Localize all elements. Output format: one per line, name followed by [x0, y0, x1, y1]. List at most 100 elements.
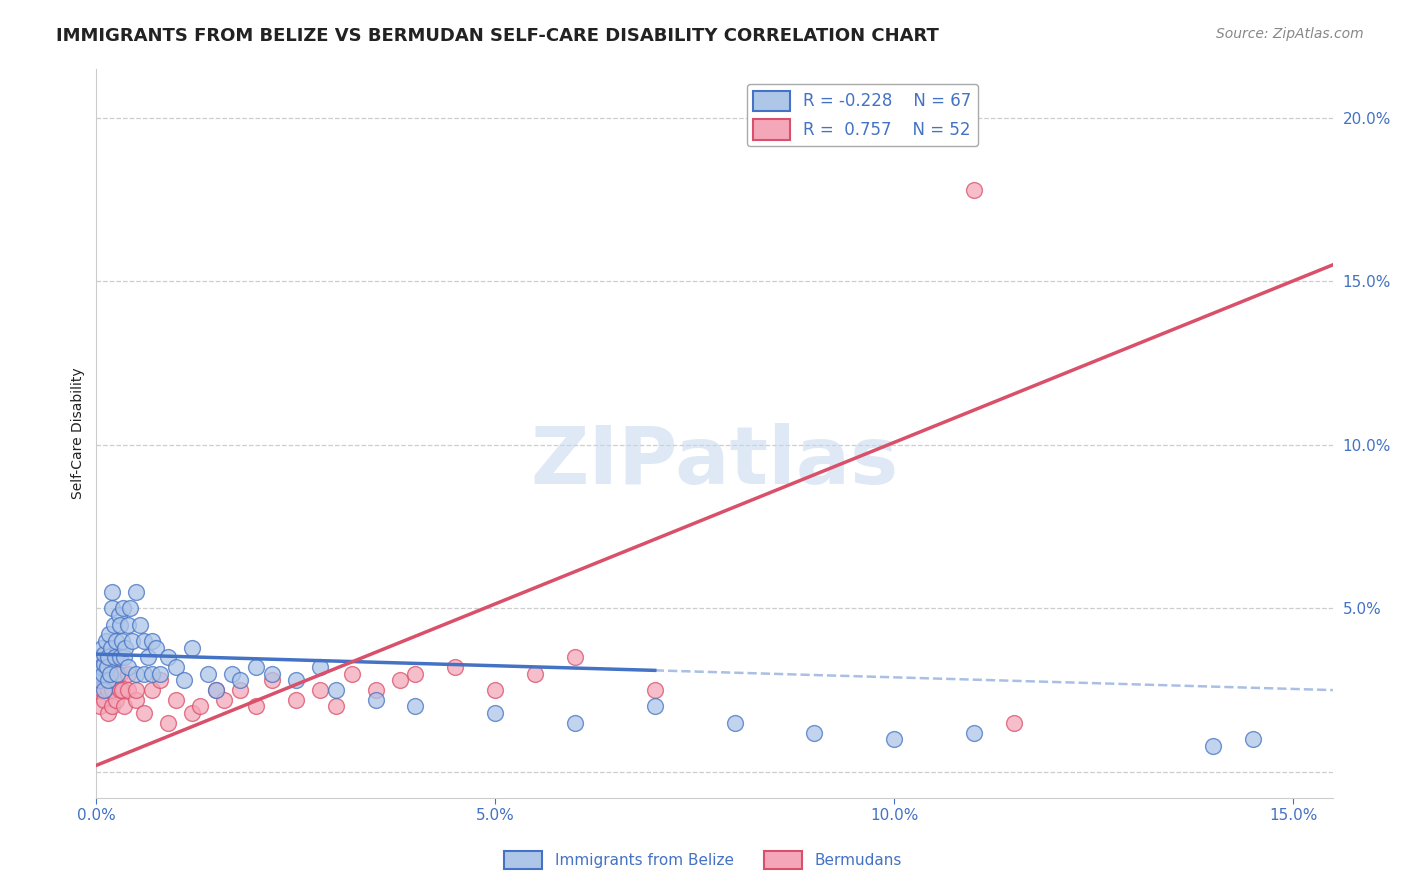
Point: [90, 650, 112, 665]
Point: [110, 650, 132, 665]
Point: [404, 666, 426, 681]
Point: [94, 634, 117, 648]
Point: [97, 706, 120, 720]
Point: [644, 699, 666, 714]
Point: [91, 683, 114, 698]
Point: [101, 585, 124, 599]
Point: [963, 183, 986, 197]
Point: [883, 732, 905, 747]
Point: [105, 693, 128, 707]
Point: [129, 617, 152, 632]
Point: [205, 683, 228, 698]
Point: [229, 673, 252, 688]
Point: [89, 699, 111, 714]
Point: [325, 699, 347, 714]
Point: [93, 647, 115, 661]
Point: [117, 683, 139, 698]
Point: [644, 683, 666, 698]
Point: [212, 693, 235, 707]
Point: [404, 699, 426, 714]
Point: [157, 715, 180, 730]
Point: [93, 673, 115, 688]
Point: [125, 585, 148, 599]
Point: [173, 673, 195, 688]
Point: [245, 699, 267, 714]
Point: [110, 666, 132, 681]
Point: [111, 683, 134, 698]
Point: [1002, 715, 1025, 730]
Point: [96, 673, 118, 688]
Point: [364, 693, 387, 707]
Point: [181, 640, 204, 655]
Point: [229, 683, 252, 698]
Text: ZIPatlas: ZIPatlas: [530, 424, 898, 501]
Point: [91, 666, 114, 681]
Point: [93, 693, 115, 707]
Point: [197, 666, 219, 681]
Point: [118, 601, 141, 615]
Point: [117, 660, 139, 674]
Point: [117, 617, 139, 632]
Point: [157, 650, 180, 665]
Point: [444, 660, 467, 674]
Point: [97, 650, 120, 665]
Point: [260, 666, 283, 681]
Point: [340, 666, 363, 681]
Point: [103, 617, 125, 632]
Point: [1241, 732, 1264, 747]
Text: Source: ZipAtlas.com: Source: ZipAtlas.com: [1216, 27, 1364, 41]
Point: [87, 666, 110, 681]
Point: [134, 634, 156, 648]
Point: [524, 666, 547, 681]
Point: [96, 683, 118, 698]
Point: [308, 683, 330, 698]
Point: [388, 673, 411, 688]
Point: [284, 693, 307, 707]
Point: [117, 666, 139, 681]
Legend: R = -0.228    N = 67, R =  0.757    N = 52: R = -0.228 N = 67, R = 0.757 N = 52: [747, 84, 979, 146]
Point: [110, 617, 132, 632]
Point: [364, 683, 387, 698]
Point: [89, 660, 111, 674]
Point: [114, 640, 136, 655]
Point: [101, 601, 124, 615]
Point: [112, 601, 135, 615]
Point: [86, 683, 108, 698]
Point: [93, 683, 115, 698]
Point: [134, 706, 156, 720]
Point: [101, 683, 124, 698]
Point: [803, 725, 825, 739]
Point: [1202, 739, 1225, 753]
Point: [141, 634, 163, 648]
Point: [103, 673, 125, 688]
Point: [149, 666, 172, 681]
Point: [125, 683, 148, 698]
Point: [188, 699, 211, 714]
Point: [112, 650, 135, 665]
Point: [245, 660, 267, 674]
Point: [181, 706, 204, 720]
Text: IMMIGRANTS FROM BELIZE VS BERMUDAN SELF-CARE DISABILITY CORRELATION CHART: IMMIGRANTS FROM BELIZE VS BERMUDAN SELF-…: [56, 27, 939, 45]
Point: [125, 666, 148, 681]
Point: [141, 666, 163, 681]
Point: [98, 627, 121, 641]
Point: [284, 673, 307, 688]
Point: [110, 683, 132, 698]
Point: [89, 650, 111, 665]
Point: [100, 640, 122, 655]
Point: [101, 699, 124, 714]
Point: [112, 699, 135, 714]
Point: [564, 715, 586, 730]
Point: [484, 683, 506, 698]
Point: [94, 666, 117, 681]
Point: [141, 683, 163, 698]
Point: [93, 657, 115, 671]
Point: [87, 666, 110, 681]
Point: [564, 650, 586, 665]
Point: [104, 650, 127, 665]
Point: [125, 693, 148, 707]
Point: [98, 666, 121, 681]
Point: [105, 666, 128, 681]
Point: [121, 634, 143, 648]
Point: [98, 660, 121, 674]
